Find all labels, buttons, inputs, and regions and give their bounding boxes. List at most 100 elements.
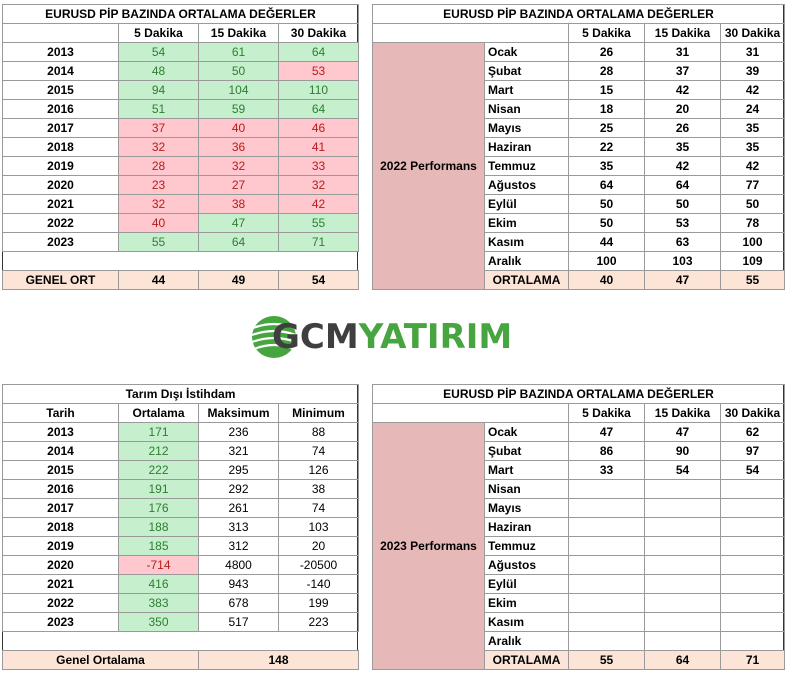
value-cell: 23 bbox=[118, 175, 199, 195]
table-row: 2020 23 27 32 bbox=[2, 175, 359, 195]
value-cell: 64 bbox=[198, 232, 279, 252]
header-cell: 15 Dakika bbox=[198, 23, 279, 43]
value-cell: 40 bbox=[118, 213, 199, 233]
value-cell bbox=[568, 517, 645, 537]
value-cell: 25 bbox=[568, 118, 645, 138]
value-cell: 64 bbox=[278, 42, 359, 62]
average-cell: 350 bbox=[118, 612, 199, 632]
performance-label: 2023 Performans bbox=[372, 422, 485, 670]
value-cell: 37 bbox=[644, 61, 721, 81]
table-row: 2022 40 47 55 bbox=[2, 213, 359, 233]
year-cell: 2020 bbox=[2, 555, 119, 575]
value-cell: 38 bbox=[198, 194, 279, 214]
year-cell: 2013 bbox=[2, 422, 119, 442]
max-cell: 4800 bbox=[198, 555, 279, 575]
value-cell: 40 bbox=[198, 118, 279, 138]
value-cell: 42 bbox=[278, 194, 359, 214]
footer-label: ORTALAMA bbox=[484, 650, 569, 670]
table-row: 2021 32 38 42 bbox=[2, 194, 359, 214]
table-row: 2013 54 61 64 bbox=[2, 42, 359, 62]
table-row: 2018 188 313 103 bbox=[2, 517, 359, 537]
value-cell: 54 bbox=[644, 460, 721, 480]
table-row: 2022 Performans Ocak 26 31 31 bbox=[372, 42, 786, 290]
year-cell: 2015 bbox=[2, 460, 119, 480]
min-cell: 88 bbox=[278, 422, 359, 442]
year-cell: 2013 bbox=[2, 42, 119, 62]
value-cell bbox=[568, 536, 645, 556]
value-cell: 35 bbox=[719, 137, 786, 157]
value-cell: 35 bbox=[719, 118, 786, 138]
max-cell: 312 bbox=[198, 536, 279, 556]
min-cell: -20500 bbox=[278, 555, 359, 575]
value-cell bbox=[644, 574, 721, 594]
value-cell: 47 bbox=[644, 422, 721, 442]
value-cell: 20 bbox=[644, 99, 721, 119]
month-cell: Haziran bbox=[484, 137, 569, 157]
table-row: 2020 -714 4800 -20500 bbox=[2, 555, 359, 575]
value-cell: 55 bbox=[278, 213, 359, 233]
value-cell: 97 bbox=[719, 441, 786, 461]
footer-value: 49 bbox=[198, 270, 279, 290]
average-cell: 176 bbox=[118, 498, 199, 518]
footer-value: 40 bbox=[568, 270, 645, 290]
value-cell: 22 bbox=[568, 137, 645, 157]
value-cell bbox=[719, 536, 786, 556]
table-row: Haziran bbox=[373, 517, 786, 537]
value-cell: 110 bbox=[278, 80, 359, 100]
value-cell: 77 bbox=[719, 175, 786, 195]
header-cell: Minimum bbox=[278, 403, 359, 423]
table-row: 2016 51 59 64 bbox=[2, 99, 359, 119]
value-cell: 61 bbox=[198, 42, 279, 62]
value-cell: 53 bbox=[644, 213, 721, 233]
table-row: Nisan 18 20 24 bbox=[373, 99, 786, 119]
value-cell: 18 bbox=[568, 99, 645, 119]
value-cell bbox=[644, 536, 721, 556]
value-cell bbox=[568, 574, 645, 594]
value-cell bbox=[719, 517, 786, 537]
min-cell: 38 bbox=[278, 479, 359, 499]
table-row: 2018 32 36 41 bbox=[2, 137, 359, 157]
header-cell bbox=[372, 403, 569, 423]
value-cell bbox=[568, 593, 645, 613]
month-cell: Şubat bbox=[484, 441, 569, 461]
table-row: 2022 383 678 199 bbox=[2, 593, 359, 613]
value-cell: 33 bbox=[278, 156, 359, 176]
month-cell: Ağustos bbox=[484, 555, 569, 575]
value-cell: 33 bbox=[568, 460, 645, 480]
value-cell: 51 bbox=[118, 99, 199, 119]
month-cell: Ocak bbox=[484, 422, 569, 442]
max-cell: 517 bbox=[198, 612, 279, 632]
spacer-row bbox=[3, 252, 359, 271]
value-cell bbox=[719, 498, 786, 518]
value-cell: 42 bbox=[719, 80, 786, 100]
max-cell: 261 bbox=[198, 498, 279, 518]
table-row: 2015 222 295 126 bbox=[2, 460, 359, 480]
header-cell: 5 Dakika bbox=[568, 23, 645, 43]
table-row: 2017 176 261 74 bbox=[2, 498, 359, 518]
table-row: 2017 37 40 46 bbox=[2, 118, 359, 138]
footer-value: 55 bbox=[719, 270, 786, 290]
value-cell: 54 bbox=[719, 460, 786, 480]
max-cell: 943 bbox=[198, 574, 279, 594]
value-cell: 90 bbox=[644, 441, 721, 461]
month-cell: Eylül bbox=[484, 194, 569, 214]
header-cell: 30 Dakika bbox=[719, 403, 786, 423]
value-cell: 32 bbox=[118, 194, 199, 214]
value-cell: 47 bbox=[198, 213, 279, 233]
performance-label: 2022 Performans bbox=[372, 42, 485, 290]
year-cell: 2023 bbox=[2, 612, 119, 632]
footer-value: 148 bbox=[198, 650, 359, 670]
month-cell: Kasım bbox=[484, 232, 569, 252]
value-cell: 104 bbox=[198, 80, 279, 100]
footer-value: 71 bbox=[719, 650, 786, 670]
gcm-yatirim-logo: GCMYATIRIM bbox=[250, 314, 520, 360]
header-cell bbox=[372, 23, 569, 43]
table-row: Temmuz 35 42 42 bbox=[373, 156, 786, 176]
value-cell bbox=[644, 479, 721, 499]
table-row: 2021 416 943 -140 bbox=[2, 574, 359, 594]
average-cell: 383 bbox=[118, 593, 199, 613]
month-cell: Temmuz bbox=[484, 156, 569, 176]
month-cell: Mart bbox=[484, 80, 569, 100]
year-cell: 2020 bbox=[2, 175, 119, 195]
min-cell: -140 bbox=[278, 574, 359, 594]
